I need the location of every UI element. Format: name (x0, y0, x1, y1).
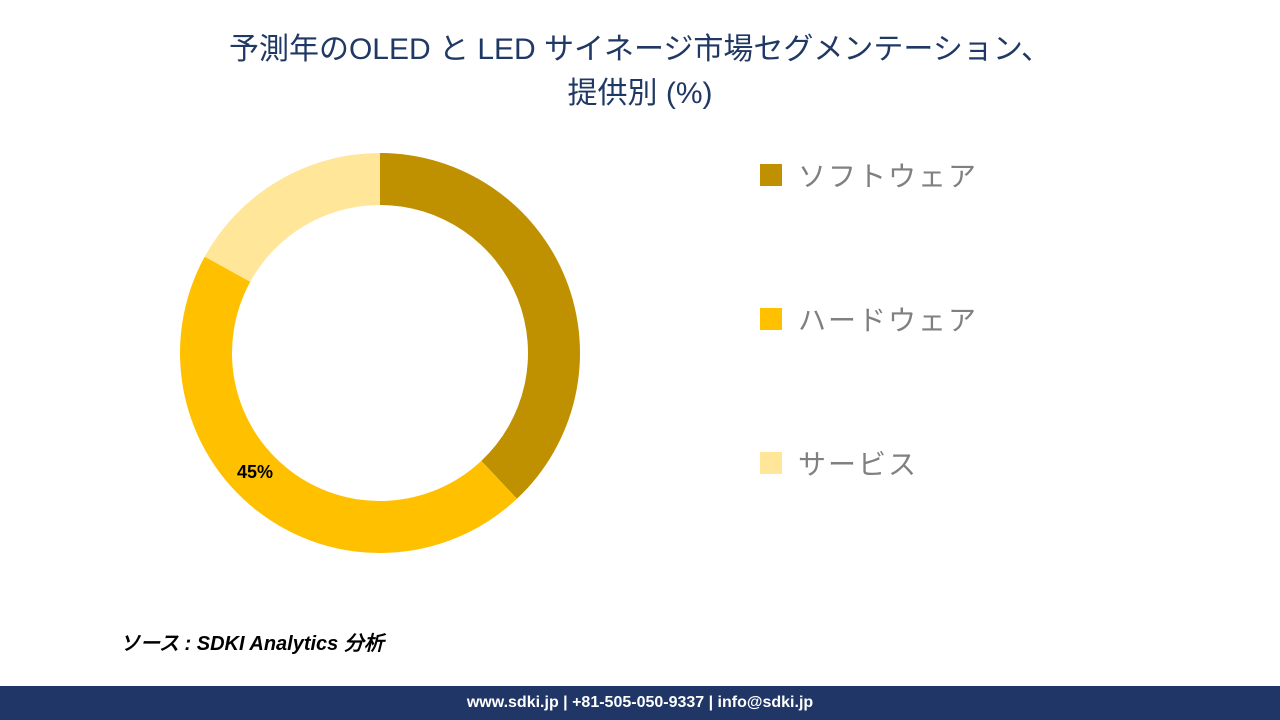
legend-swatch-hardware (760, 308, 782, 330)
source-text: ソース : SDKI Analytics 分析 (120, 627, 384, 656)
legend-label-software: ソフトウェア (798, 155, 978, 195)
page: 予測年のOLED と LED サイネージ市場セグメンテーション、 提供別 (%)… (0, 0, 1280, 720)
title-line-2: 提供別 (%) (568, 77, 713, 110)
legend-item-hardware: ハードウェア (760, 299, 978, 339)
donut-chart: 45% (160, 133, 600, 573)
slice-software (380, 153, 580, 499)
content-row: 45% ソフトウェアハードウェアサービス (0, 133, 1280, 573)
legend-swatch-service (760, 452, 782, 474)
title-block: 予測年のOLED と LED サイネージ市場セグメンテーション、 提供別 (%) (0, 0, 1280, 115)
slice-service (205, 153, 380, 282)
donut-svg (160, 133, 600, 573)
footer-text: www.sdki.jp | +81-505-050-9337 | info@sd… (467, 694, 813, 712)
legend-label-hardware: ハードウェア (798, 299, 978, 339)
title-line-1: 予測年のOLED と LED サイネージ市場セグメンテーション、 (229, 33, 1051, 66)
chart-column: 45% (0, 133, 760, 573)
legend: ソフトウェアハードウェアサービス (760, 133, 978, 483)
legend-label-service: サービス (798, 443, 918, 483)
legend-item-software: ソフトウェア (760, 155, 978, 195)
footer-bar: www.sdki.jp | +81-505-050-9337 | info@sd… (0, 686, 1280, 720)
legend-item-service: サービス (760, 443, 978, 483)
slice-hardware (180, 257, 517, 553)
slice-pct-hardware: 45% (237, 462, 273, 483)
legend-swatch-software (760, 164, 782, 186)
chart-title: 予測年のOLED と LED サイネージ市場セグメンテーション、 提供別 (%) (0, 28, 1280, 115)
